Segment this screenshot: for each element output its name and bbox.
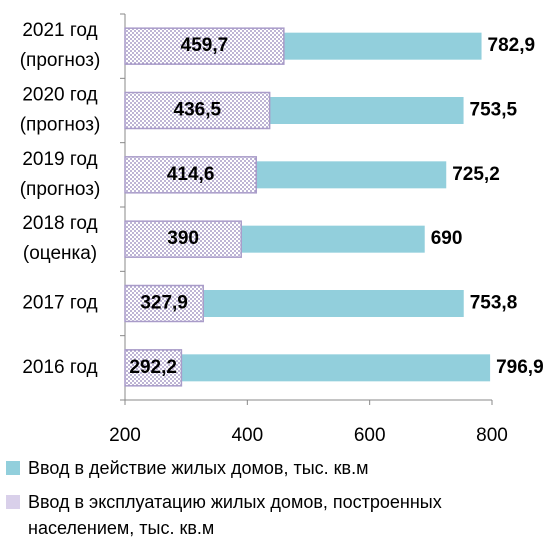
data-label: 414,6 <box>167 164 215 185</box>
data-label: 753,8 <box>470 293 518 314</box>
y-tick-label: 2018 год <box>22 213 97 234</box>
patterned-bar <box>124 349 183 387</box>
y-tick-label: (прогноз) <box>20 179 101 200</box>
data-label: 796,9 <box>496 357 543 378</box>
y-tick-label: 2020 год <box>22 85 97 106</box>
patterned-bar <box>124 91 271 130</box>
patterned-bar <box>124 156 258 194</box>
data-label: 390 <box>167 228 199 249</box>
y-tick-label: (прогноз) <box>20 115 101 136</box>
legend-label: Ввод в действие жилых домов, тыс. кв.м <box>28 458 369 478</box>
y-tick-label: (оценка) <box>23 243 97 264</box>
y-tick-label: 2021 год <box>22 20 97 41</box>
data-label: 753,5 <box>470 100 518 121</box>
y-tick-label: 2019 год <box>22 149 97 170</box>
legend-swatch <box>6 461 20 475</box>
data-label: 292,2 <box>129 357 177 378</box>
y-tick-label: 2016 год <box>22 357 97 378</box>
bar <box>125 354 491 382</box>
x-tick-label: 400 <box>231 425 263 446</box>
data-label: 436,5 <box>174 100 222 121</box>
legend: Ввод в действие жилых домов, тыс. кв.м Вв… <box>0 455 543 549</box>
patterned-bar <box>124 220 242 258</box>
y-tick-label: 2017 год <box>22 293 97 314</box>
x-tick-label: 600 <box>354 425 386 446</box>
y-tick-label: (прогноз) <box>20 50 101 71</box>
data-label: 690 <box>431 228 463 249</box>
data-label: 327,9 <box>140 293 188 314</box>
chart: 200 400 600 800 2021 год (прогноз) 2020 год (пр… <box>20 13 543 446</box>
x-tick-label: 200 <box>109 425 141 446</box>
x-tick-label: 800 <box>476 425 508 446</box>
legend-item: Ввод в эксплуатацию жилых домов, построе… <box>0 489 488 541</box>
patterned-bar <box>124 284 204 323</box>
legend-label: Ввод в эксплуатацию жилых домов, построе… <box>28 492 442 538</box>
legend-swatch <box>6 495 20 509</box>
patterned-bar <box>124 27 285 65</box>
data-label: 782,9 <box>488 35 536 56</box>
legend-item: Ввод в действие жилых домов, тыс. кв.м <box>0 455 488 481</box>
data-label: 459,7 <box>181 35 229 56</box>
data-label: 725,2 <box>452 164 500 185</box>
